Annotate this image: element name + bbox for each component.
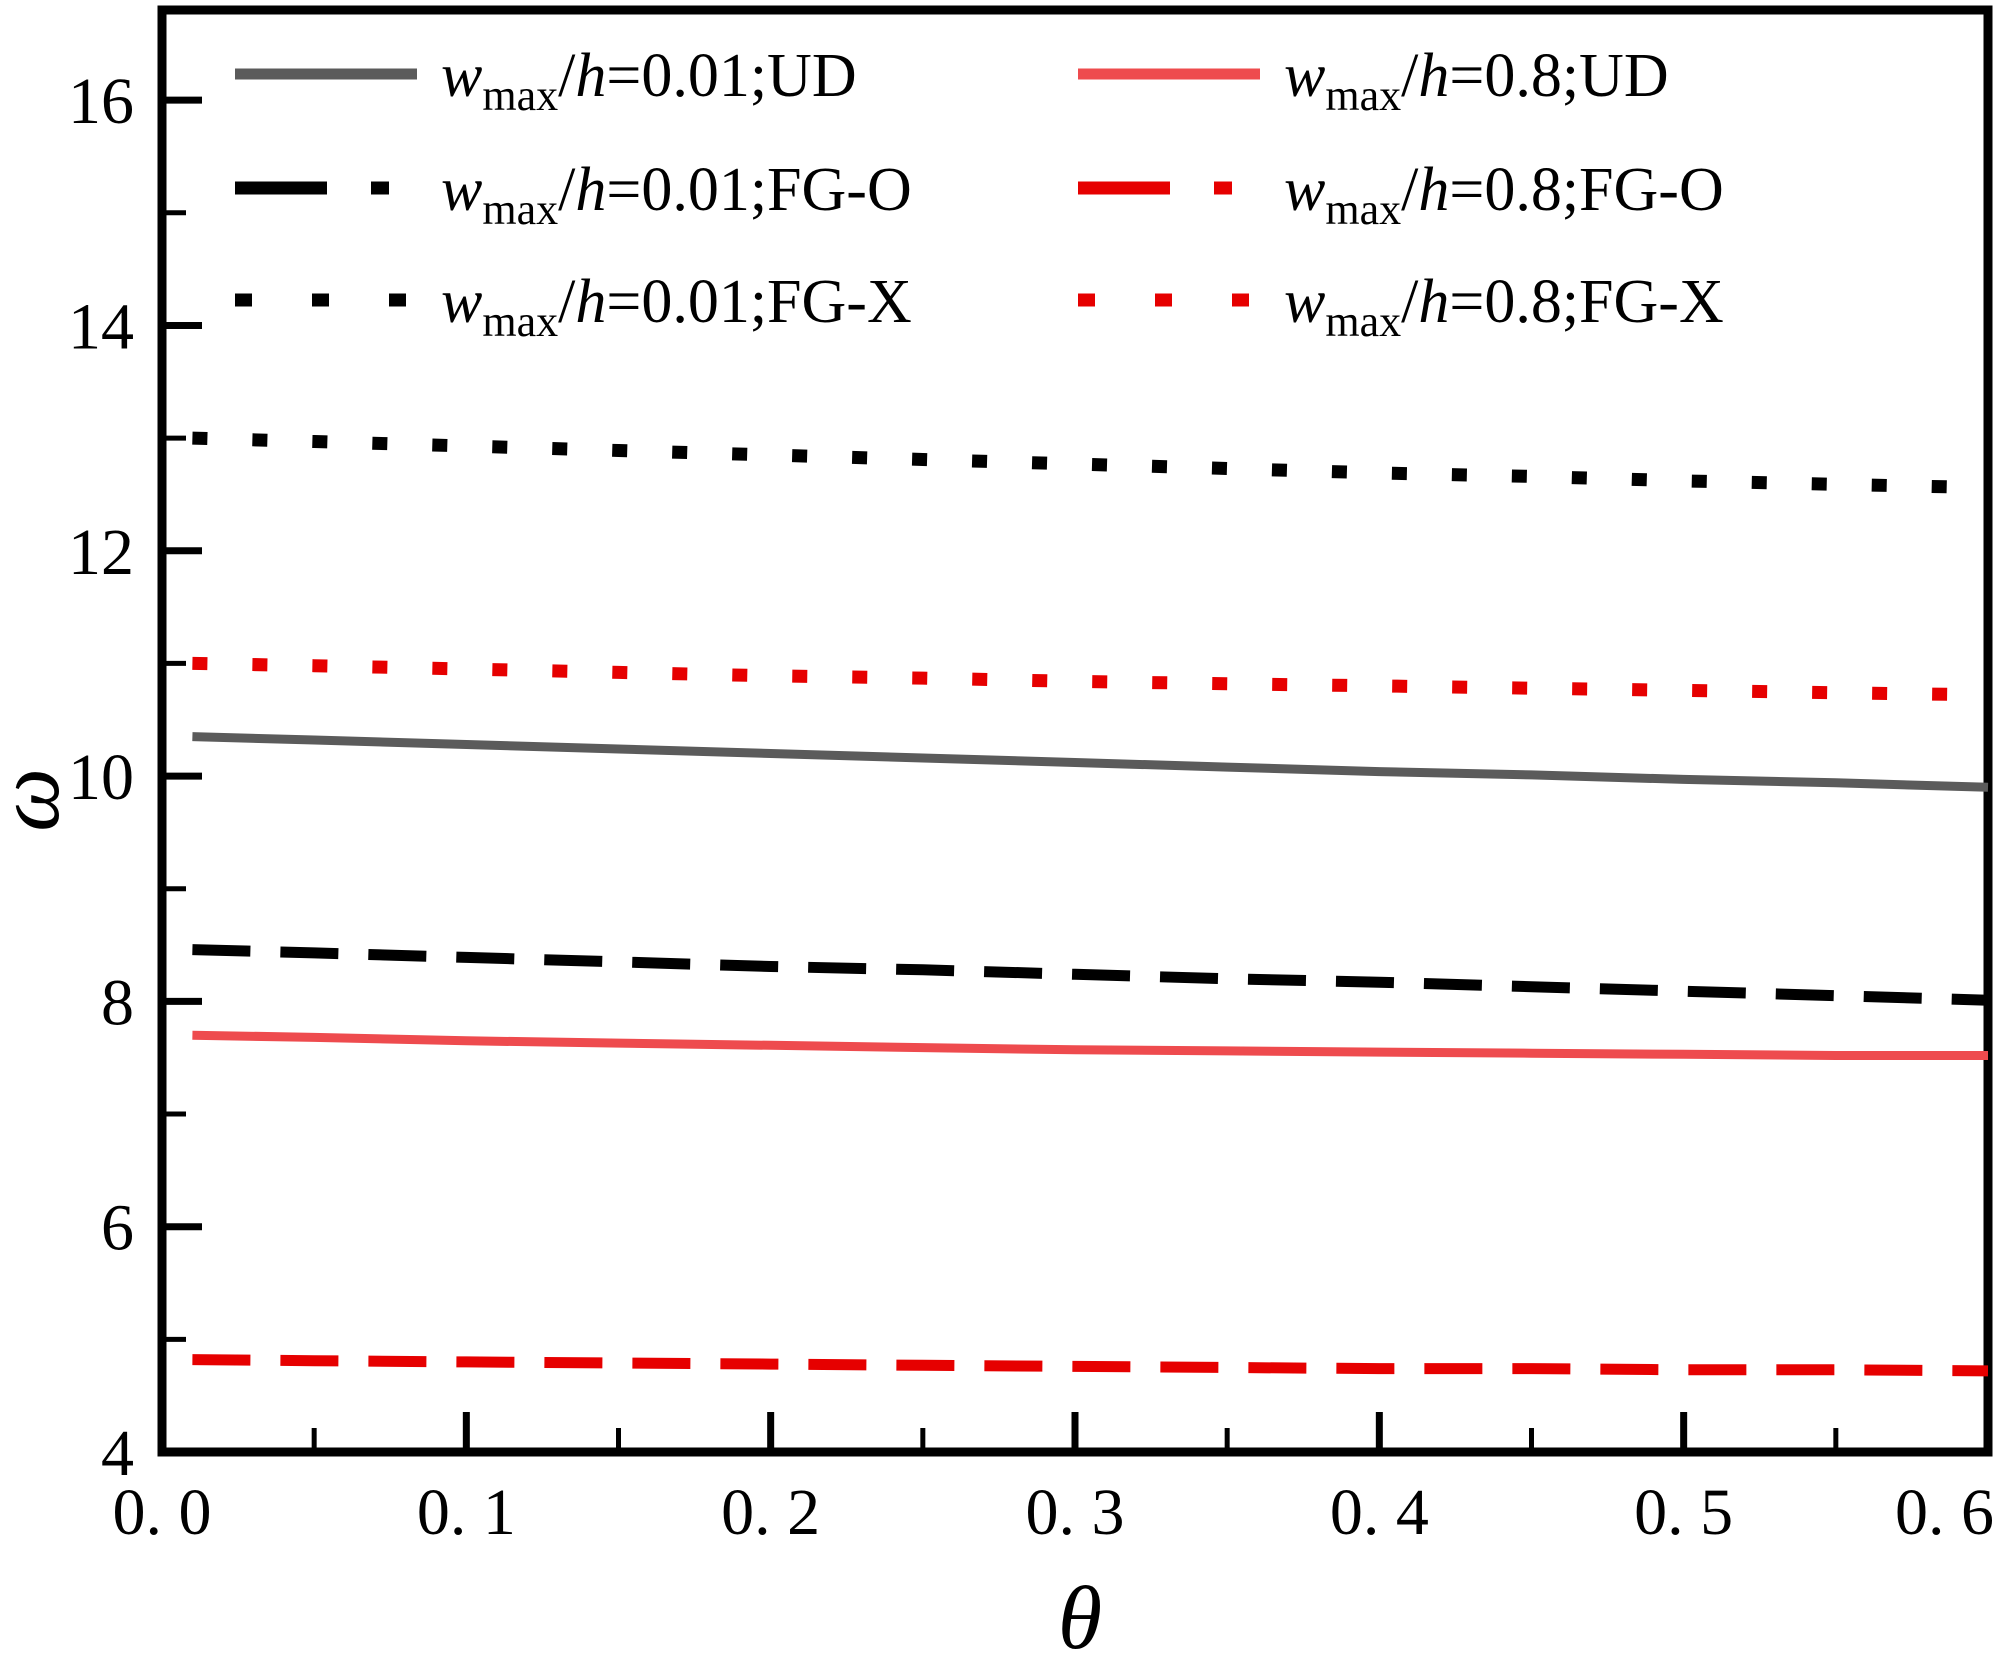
legend-label: wmax/h=0.01;FG-O	[441, 156, 912, 234]
y-tick-label: 12	[68, 516, 134, 589]
y-tick-label: 16	[68, 65, 134, 138]
x-tick-label: 0. 4	[1330, 1476, 1429, 1549]
legend-label: wmax/h=0.8;FG-O	[1284, 156, 1724, 234]
legend-label: wmax/h=0.8;FG-X	[1284, 268, 1724, 346]
legend: wmax/h=0.01;UD wmax/h=0.8;UD wmax/h=0.01;F…	[235, 42, 1724, 346]
y-tick-label: 14	[68, 290, 134, 363]
legend-label: wmax/h=0.01;UD	[441, 42, 857, 120]
y-tick-label: 4	[101, 1417, 134, 1490]
legend-label: wmax/h=0.8;UD	[1284, 42, 1669, 120]
legend-item: wmax/h=0.8;UD	[1078, 42, 1669, 120]
series-line-5	[192, 656, 1989, 702]
x-tick-label: 0. 3	[1026, 1476, 1125, 1549]
plot-area: 4 6 8 10 12 14 16 0. 0 0. 1 0. 2 0. 3 0. 4 0. 5 0. 6	[68, 5, 1994, 1549]
y-tick-label: 10	[68, 741, 134, 814]
y-axis-title: ω	[0, 768, 78, 832]
x-tick-label: 0. 2	[721, 1476, 820, 1549]
series-line-1	[192, 944, 1989, 1006]
legend-item: wmax/h=0.8;FG-X	[1078, 268, 1724, 346]
legend-item: wmax/h=0.01;FG-O	[235, 156, 912, 234]
y-tick-label: 6	[101, 1192, 134, 1265]
legend-item: wmax/h=0.01;UD	[235, 42, 857, 120]
legend-item: wmax/h=0.01;FG-X	[235, 268, 912, 346]
legend-label: wmax/h=0.01;FG-X	[441, 268, 912, 346]
x-axis-title: θ	[1058, 1569, 1102, 1662]
series-line-2	[192, 431, 1989, 495]
x-tick-label: 0. 5	[1634, 1476, 1733, 1549]
legend-item: wmax/h=0.8;FG-O	[1078, 156, 1724, 234]
series-line-0	[192, 732, 1989, 792]
x-tick-label: 0. 6	[1895, 1476, 1994, 1549]
series-line-3	[192, 1030, 1988, 1060]
x-tick-label: 0. 1	[417, 1476, 516, 1549]
series-line-4	[192, 1354, 1989, 1377]
x-tick-label: 0. 0	[113, 1476, 212, 1549]
plot-frame	[157, 5, 1993, 1457]
y-tick-label: 8	[101, 966, 134, 1039]
